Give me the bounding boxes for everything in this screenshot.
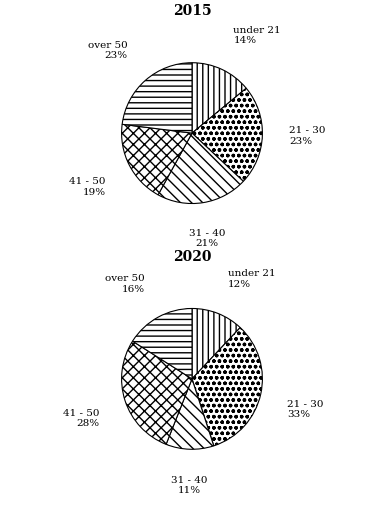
Wedge shape bbox=[122, 124, 192, 195]
Wedge shape bbox=[122, 63, 192, 133]
Text: 41 - 50
28%: 41 - 50 28% bbox=[63, 409, 99, 429]
Wedge shape bbox=[122, 341, 192, 444]
Text: over 50
16%: over 50 16% bbox=[106, 274, 145, 294]
Wedge shape bbox=[192, 63, 246, 133]
Wedge shape bbox=[158, 133, 243, 203]
Text: 31 - 40
21%: 31 - 40 21% bbox=[189, 229, 225, 248]
Text: 21 - 30
23%: 21 - 30 23% bbox=[289, 126, 326, 146]
Text: under 21
12%: under 21 12% bbox=[228, 269, 275, 289]
Wedge shape bbox=[192, 328, 262, 446]
Wedge shape bbox=[166, 379, 214, 449]
Text: under 21
14%: under 21 14% bbox=[233, 26, 281, 45]
Text: 21 - 30
33%: 21 - 30 33% bbox=[287, 400, 323, 419]
Wedge shape bbox=[192, 308, 240, 379]
Wedge shape bbox=[192, 88, 262, 181]
Title: 2015: 2015 bbox=[173, 4, 211, 18]
Text: over 50
23%: over 50 23% bbox=[88, 41, 128, 60]
Wedge shape bbox=[132, 308, 192, 379]
Text: 41 - 50
19%: 41 - 50 19% bbox=[69, 177, 106, 197]
Title: 2020: 2020 bbox=[173, 250, 211, 264]
Text: 31 - 40
11%: 31 - 40 11% bbox=[171, 476, 207, 496]
